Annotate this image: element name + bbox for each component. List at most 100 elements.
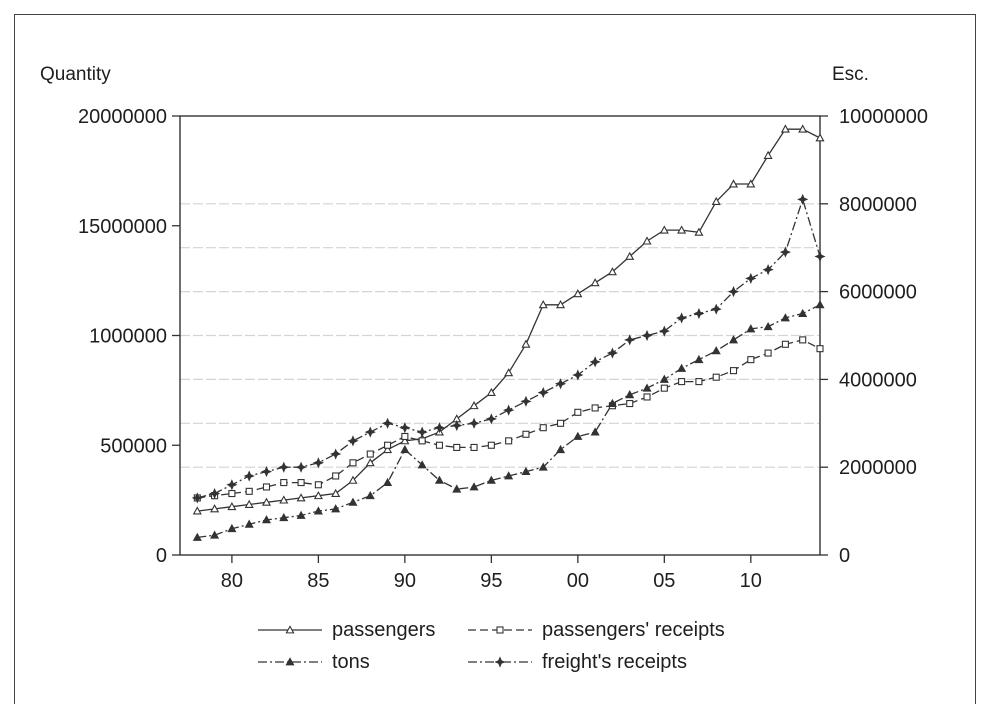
data-point xyxy=(624,334,636,346)
data-point xyxy=(210,530,220,539)
data-point xyxy=(314,481,322,489)
data-point xyxy=(522,430,530,438)
data-point xyxy=(556,444,566,454)
data-point xyxy=(728,335,739,344)
series-line xyxy=(197,304,821,539)
series-line xyxy=(197,197,821,499)
gridlines xyxy=(180,203,820,468)
data-point xyxy=(192,532,202,541)
data-point xyxy=(521,466,531,476)
data-point xyxy=(384,441,392,449)
data-point xyxy=(798,124,808,133)
x-tick-label: 00 xyxy=(567,570,589,592)
data-point xyxy=(572,369,584,381)
data-point xyxy=(814,250,826,263)
data-point xyxy=(243,470,255,482)
legend-entry: passengers' receipts xyxy=(468,619,725,641)
data-point xyxy=(347,435,359,447)
data-point xyxy=(227,523,237,533)
figure-frame xyxy=(14,14,976,704)
data-point xyxy=(279,495,289,504)
data-point xyxy=(383,477,393,486)
data-point xyxy=(574,408,582,416)
data-point xyxy=(607,267,617,276)
data-point xyxy=(486,387,496,397)
data-point xyxy=(606,347,619,359)
y-tick-label-left: 15000000 xyxy=(78,216,167,238)
data-point xyxy=(348,497,358,506)
data-point xyxy=(505,437,513,445)
data-point xyxy=(712,373,720,381)
y-tick-label-right: 0 xyxy=(839,545,850,567)
y-tick-label-right: 6000000 xyxy=(839,282,917,304)
data-point xyxy=(625,390,635,399)
legend-entry: freight's receipts xyxy=(468,651,687,673)
data-point xyxy=(538,300,548,309)
x-tick-label: 95 xyxy=(480,570,502,592)
data-point xyxy=(260,466,273,478)
data-point xyxy=(364,426,376,438)
y-tick-label-left: 500000 xyxy=(100,435,167,457)
y-tick-label-right: 2000000 xyxy=(839,457,917,479)
data-point xyxy=(485,413,497,425)
data-point xyxy=(210,504,220,513)
series-passengers xyxy=(192,124,825,515)
y-tick-label-right: 4000000 xyxy=(839,369,917,391)
y-tick-label-right: 10000000 xyxy=(839,106,928,128)
data-point xyxy=(556,300,566,309)
data-point xyxy=(381,417,394,429)
data-point xyxy=(520,395,532,407)
data-point xyxy=(504,368,514,377)
y-tick-label-left: 0 xyxy=(156,545,167,567)
x-tick-label: 10 xyxy=(740,570,762,592)
legend-label: freight's receipts xyxy=(542,651,687,673)
data-point xyxy=(366,450,374,458)
data-point xyxy=(779,246,791,258)
data-point xyxy=(312,457,324,469)
data-point xyxy=(711,196,721,206)
right-axis-label: Esc. xyxy=(832,64,869,85)
data-point xyxy=(313,506,323,515)
data-point xyxy=(433,422,446,434)
data-point xyxy=(261,515,272,524)
data-point xyxy=(694,227,704,236)
data-point xyxy=(365,458,375,467)
legend-label: passengers' receipts xyxy=(542,619,725,641)
data-point xyxy=(625,251,635,260)
data-point xyxy=(401,432,409,441)
data-point xyxy=(227,501,237,511)
data-point xyxy=(400,444,410,454)
data-point xyxy=(710,303,722,315)
x-tick-label: 85 xyxy=(307,570,329,592)
data-point xyxy=(694,354,704,364)
data-point xyxy=(434,475,444,484)
data-point xyxy=(295,461,307,473)
data-point xyxy=(331,504,341,513)
data-point xyxy=(589,356,601,368)
data-point xyxy=(816,345,824,353)
y-tick-label-left: 20000000 xyxy=(78,106,167,128)
data-point xyxy=(330,448,342,460)
data-point xyxy=(798,308,808,317)
data-point xyxy=(590,427,600,436)
left-axis-label: Quantity xyxy=(40,64,111,85)
data-point xyxy=(746,324,756,333)
data-point xyxy=(468,417,480,429)
legend-entry: tons xyxy=(258,651,370,673)
data-point xyxy=(727,286,740,298)
data-point xyxy=(191,492,203,504)
data-point xyxy=(521,339,531,348)
data-point xyxy=(695,378,703,386)
data-point xyxy=(591,404,599,412)
legend-label: tons xyxy=(332,651,370,673)
x-tick-label: 80 xyxy=(221,570,243,592)
data-point xyxy=(192,506,202,515)
data-point xyxy=(400,436,410,445)
axes: 80 85 90 95 00 05 10 0 500000 1000000 15000000 2000… xyxy=(78,106,928,592)
data-point xyxy=(435,441,444,449)
data-point xyxy=(453,443,461,451)
data-point xyxy=(228,489,236,498)
data-point xyxy=(728,179,739,188)
data-point xyxy=(348,475,358,484)
